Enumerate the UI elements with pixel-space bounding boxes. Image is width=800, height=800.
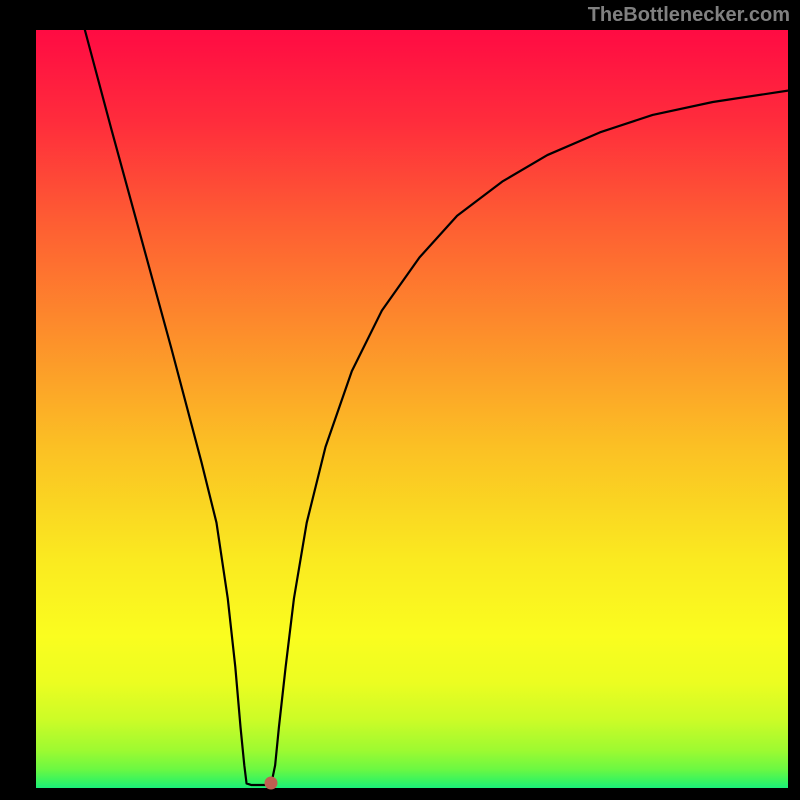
curve-svg — [36, 30, 788, 788]
plot-area — [36, 30, 788, 788]
watermark-text: TheBottlenecker.com — [588, 4, 790, 27]
bottleneck-marker — [264, 777, 277, 790]
chart-container: TheBottlenecker.com — [0, 0, 800, 800]
